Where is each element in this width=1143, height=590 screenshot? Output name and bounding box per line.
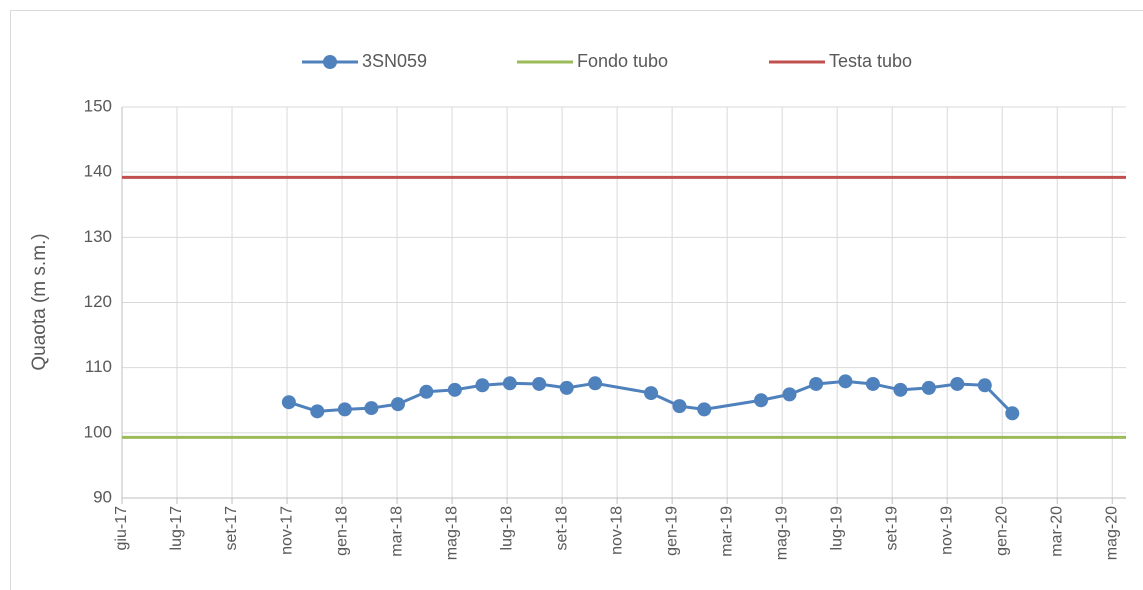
data-point [865, 376, 880, 391]
y-tick-label: 130 [84, 227, 112, 246]
y-tick-label: 150 [84, 96, 112, 115]
x-tick-label: set-19 [883, 506, 900, 551]
y-tick-label: 90 [93, 487, 112, 506]
x-tick-label: mar-20 [1048, 506, 1065, 557]
y-tick-label: 120 [84, 292, 112, 311]
x-tick-label: giu-17 [113, 506, 130, 551]
x-tick-label: gen-18 [333, 506, 350, 556]
x-tick-label: mar-18 [388, 506, 405, 557]
legend-label: Fondo tubo [577, 51, 668, 71]
data-point [782, 387, 797, 402]
data-point [672, 399, 687, 414]
legend-label: 3SN059 [362, 51, 427, 71]
data-point [893, 382, 908, 397]
data-point [447, 382, 462, 397]
x-tick-label: lug-18 [498, 506, 515, 551]
data-point [390, 397, 405, 412]
x-tick-label: set-17 [223, 506, 240, 551]
data-point [977, 378, 992, 393]
data-point [697, 402, 712, 417]
data-point [1005, 406, 1020, 421]
x-tick-label: mag-18 [443, 506, 460, 560]
data-point [838, 374, 853, 389]
data-point [921, 380, 936, 395]
data-point [337, 402, 352, 417]
x-tick-label: mar-19 [718, 506, 735, 557]
data-point [559, 380, 574, 395]
x-tick-label: nov-18 [608, 506, 625, 555]
x-tick-label: gen-19 [663, 506, 680, 556]
x-tick-label: gen-20 [993, 506, 1010, 556]
data-point [475, 378, 490, 393]
y-tick-label: 110 [85, 357, 112, 376]
legend-marker [323, 55, 337, 69]
y-axis-title: Quaota (m s.m.) [29, 233, 50, 370]
legend-label: Testa tubo [829, 51, 912, 71]
x-tick-label: lug-19 [828, 506, 845, 551]
x-tick-label: mag-20 [1103, 506, 1120, 560]
x-tick-label: set-18 [553, 506, 570, 551]
x-tick-label: nov-17 [278, 506, 295, 555]
data-point [364, 401, 379, 416]
data-point [809, 376, 824, 391]
x-tick-label: nov-19 [938, 506, 955, 555]
data-point [754, 393, 769, 408]
y-tick-label: 140 [84, 162, 112, 181]
data-point [950, 376, 965, 391]
data-point [644, 386, 659, 401]
data-point [532, 376, 547, 391]
data-point [502, 376, 517, 391]
x-tick-label: mag-19 [773, 506, 790, 560]
x-tick-label: lug-17 [168, 506, 185, 551]
chart-frame [10, 10, 1143, 590]
data-point [588, 376, 603, 391]
data-point [310, 404, 325, 419]
data-point [281, 395, 296, 410]
y-tick-label: 100 [84, 422, 112, 441]
data-point [419, 384, 434, 399]
